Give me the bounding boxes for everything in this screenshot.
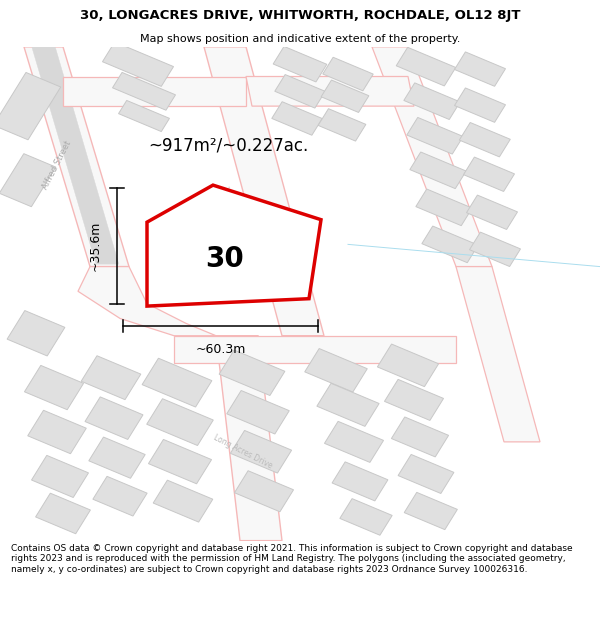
Polygon shape bbox=[35, 493, 91, 534]
Polygon shape bbox=[204, 47, 324, 336]
Polygon shape bbox=[113, 72, 175, 110]
Polygon shape bbox=[273, 46, 327, 82]
Polygon shape bbox=[470, 232, 520, 266]
Polygon shape bbox=[0, 72, 61, 140]
Polygon shape bbox=[227, 391, 289, 434]
Polygon shape bbox=[147, 185, 321, 306]
Polygon shape bbox=[0, 154, 56, 207]
Polygon shape bbox=[153, 480, 213, 522]
Polygon shape bbox=[216, 336, 282, 541]
Polygon shape bbox=[24, 47, 129, 267]
Text: Long Acres Drive: Long Acres Drive bbox=[224, 186, 286, 224]
Polygon shape bbox=[467, 195, 517, 229]
Polygon shape bbox=[28, 410, 86, 454]
Polygon shape bbox=[246, 76, 414, 106]
Text: Contains OS data © Crown copyright and database right 2021. This information is : Contains OS data © Crown copyright and d… bbox=[11, 544, 572, 574]
Text: Long Acres Drive: Long Acres Drive bbox=[212, 433, 274, 471]
Polygon shape bbox=[391, 417, 449, 457]
Polygon shape bbox=[455, 88, 505, 122]
Text: Alfred Street: Alfred Street bbox=[41, 139, 73, 191]
Polygon shape bbox=[272, 102, 322, 135]
Polygon shape bbox=[321, 80, 369, 112]
Text: ~35.6m: ~35.6m bbox=[89, 221, 102, 271]
Polygon shape bbox=[396, 48, 456, 86]
Polygon shape bbox=[119, 101, 169, 132]
Polygon shape bbox=[230, 431, 292, 473]
Polygon shape bbox=[219, 350, 285, 396]
Polygon shape bbox=[78, 267, 216, 336]
Polygon shape bbox=[147, 399, 213, 446]
Polygon shape bbox=[93, 476, 147, 516]
Polygon shape bbox=[85, 397, 143, 439]
Polygon shape bbox=[103, 42, 173, 86]
Polygon shape bbox=[32, 456, 88, 498]
Polygon shape bbox=[332, 462, 388, 501]
Polygon shape bbox=[318, 109, 366, 141]
Polygon shape bbox=[317, 383, 379, 426]
Polygon shape bbox=[323, 58, 373, 91]
Text: ~60.3m: ~60.3m bbox=[196, 343, 245, 356]
Polygon shape bbox=[7, 311, 65, 356]
Polygon shape bbox=[81, 356, 141, 399]
Polygon shape bbox=[32, 47, 119, 264]
Polygon shape bbox=[340, 499, 392, 535]
Polygon shape bbox=[235, 471, 293, 512]
Polygon shape bbox=[372, 47, 492, 267]
Polygon shape bbox=[404, 492, 457, 529]
Polygon shape bbox=[275, 74, 325, 108]
Polygon shape bbox=[25, 366, 83, 410]
Polygon shape bbox=[377, 344, 439, 387]
Polygon shape bbox=[410, 152, 466, 189]
Polygon shape bbox=[63, 76, 246, 106]
Polygon shape bbox=[455, 52, 505, 86]
Text: 30, LONGACRES DRIVE, WHITWORTH, ROCHDALE, OL12 8JT: 30, LONGACRES DRIVE, WHITWORTH, ROCHDALE… bbox=[80, 9, 520, 22]
Polygon shape bbox=[416, 189, 472, 226]
Polygon shape bbox=[305, 349, 367, 392]
Polygon shape bbox=[325, 421, 383, 462]
Polygon shape bbox=[385, 379, 443, 421]
Polygon shape bbox=[464, 157, 514, 191]
Text: 30: 30 bbox=[206, 245, 244, 273]
Polygon shape bbox=[404, 83, 460, 119]
Polygon shape bbox=[422, 226, 478, 262]
Polygon shape bbox=[398, 454, 454, 494]
Polygon shape bbox=[456, 267, 540, 442]
Polygon shape bbox=[407, 118, 463, 154]
Polygon shape bbox=[174, 336, 456, 363]
Text: Map shows position and indicative extent of the property.: Map shows position and indicative extent… bbox=[140, 34, 460, 44]
Polygon shape bbox=[148, 439, 212, 484]
Polygon shape bbox=[142, 358, 212, 407]
Text: ~917m²/~0.227ac.: ~917m²/~0.227ac. bbox=[148, 137, 308, 154]
Polygon shape bbox=[89, 437, 145, 478]
Polygon shape bbox=[460, 122, 510, 157]
